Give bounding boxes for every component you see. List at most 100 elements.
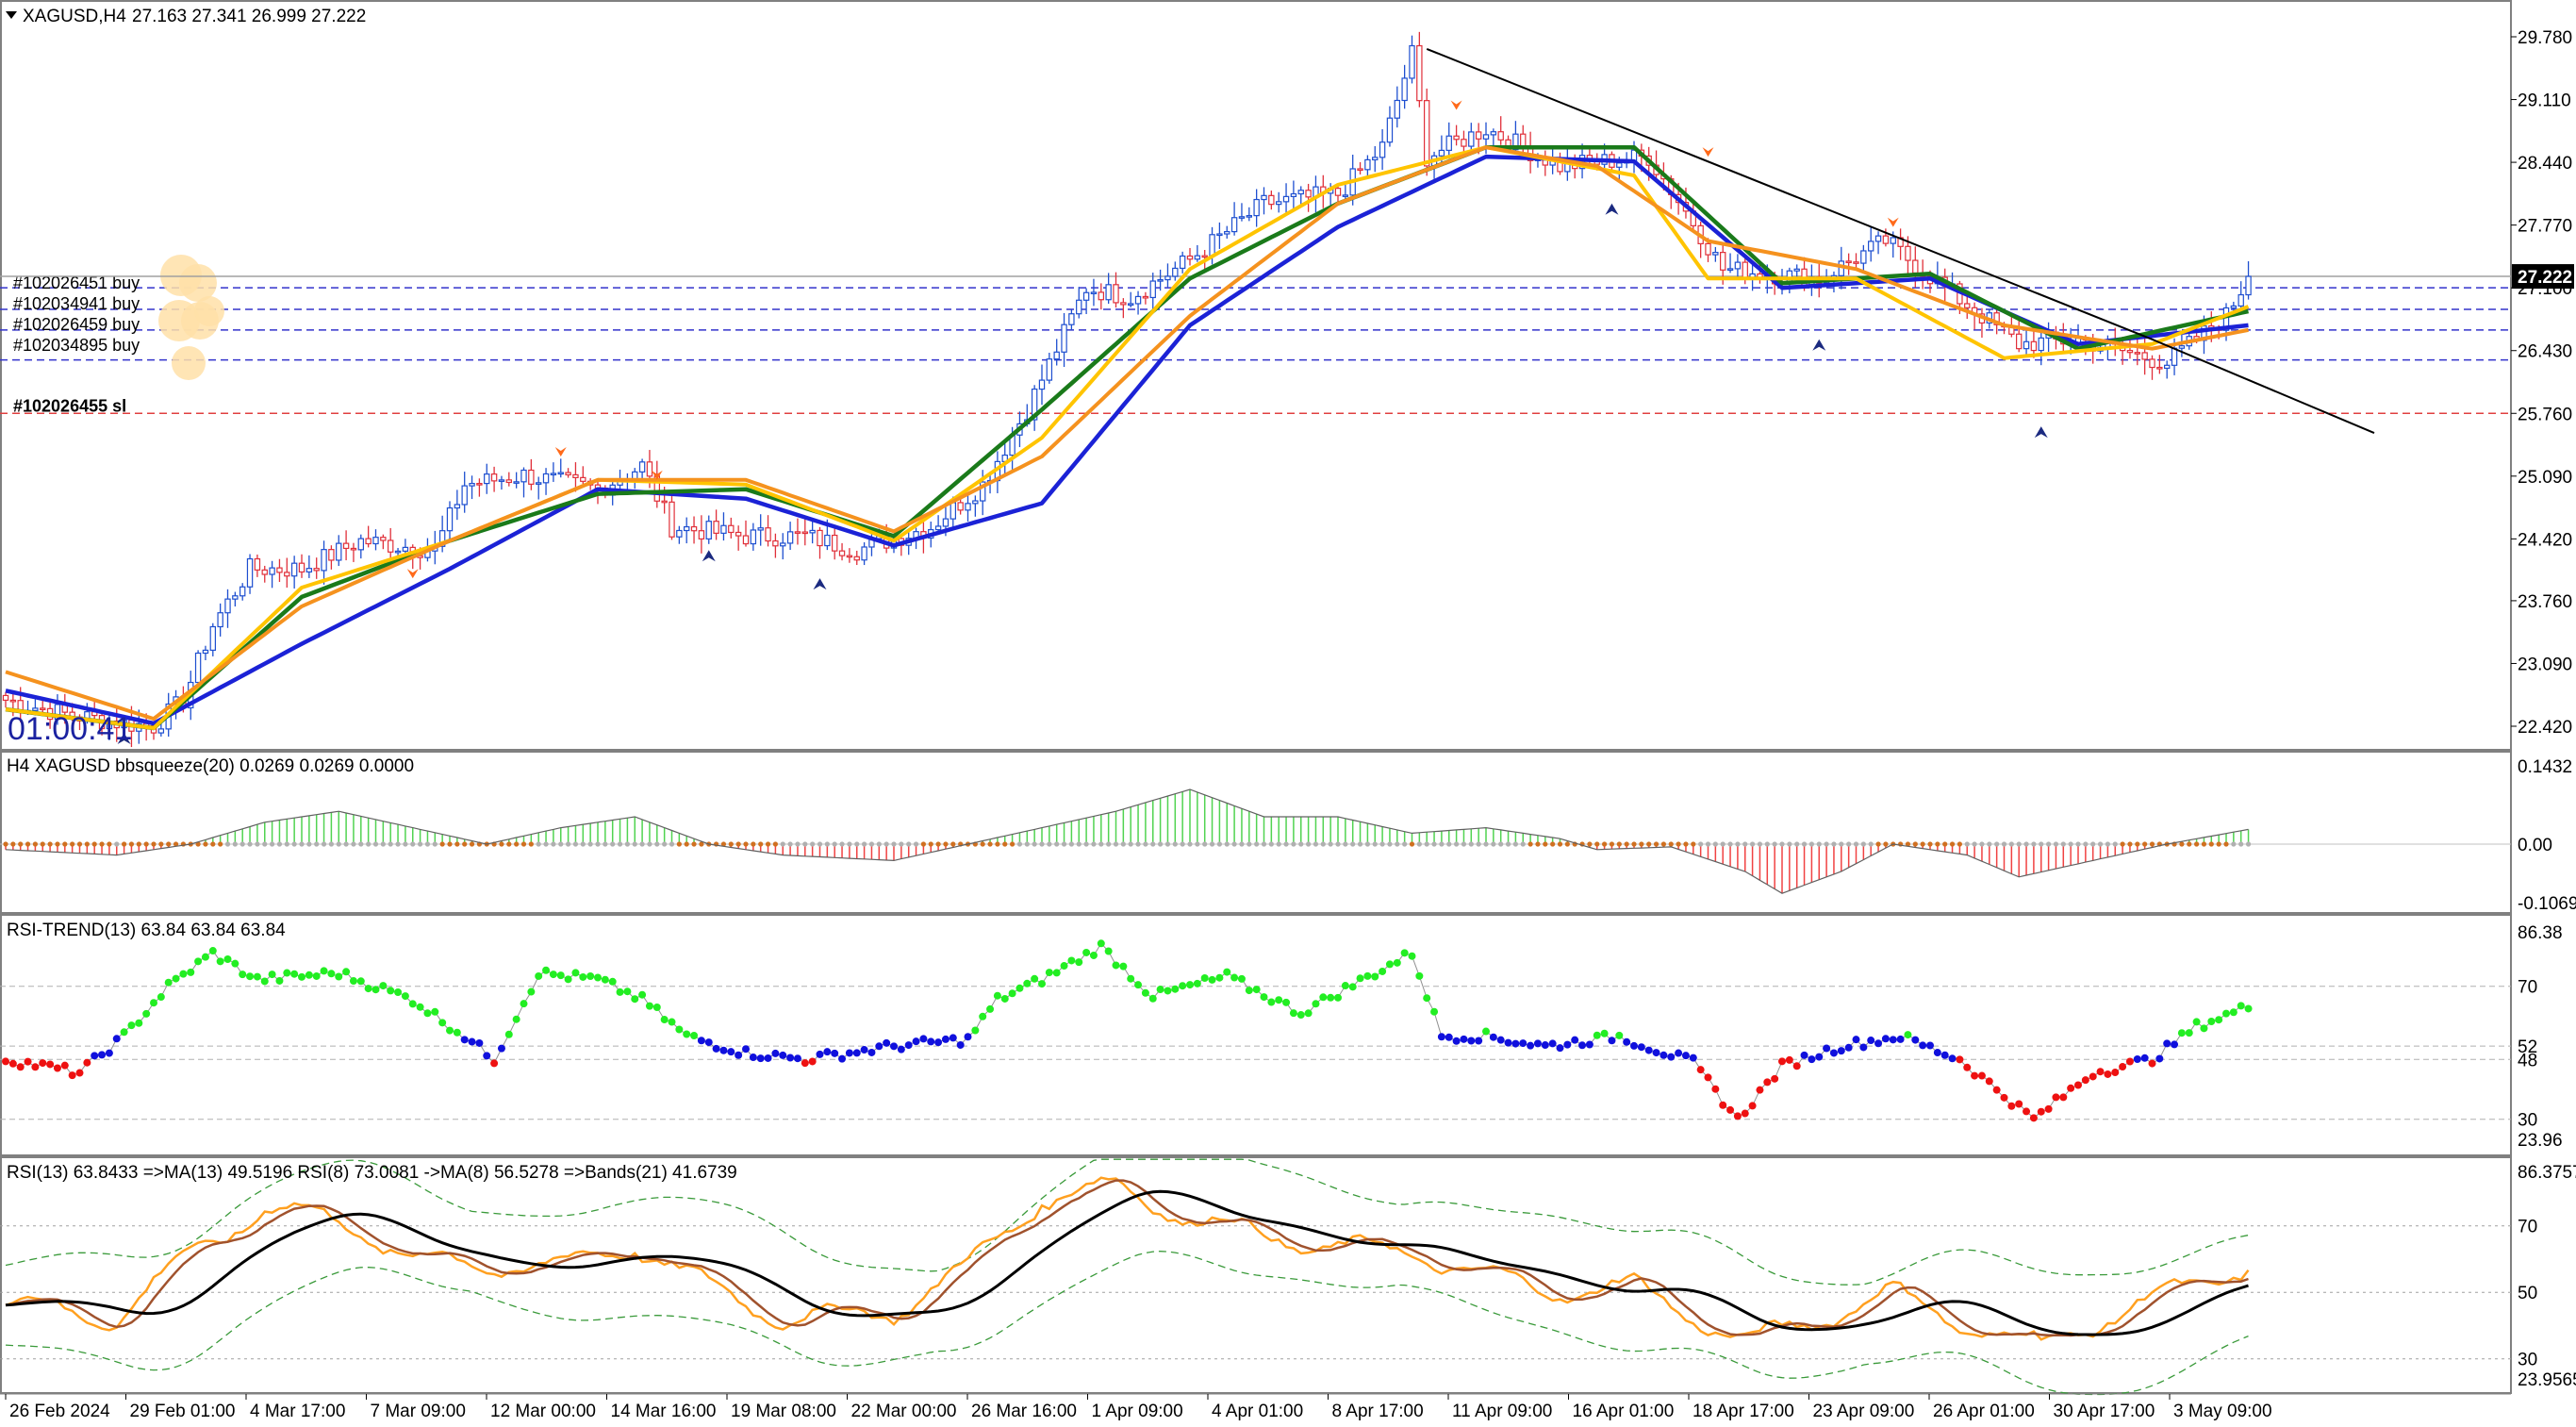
order-label[interactable]: #102026459 buy <box>13 315 140 334</box>
candle-body[interactable] <box>2141 352 2148 360</box>
candle-body[interactable] <box>1053 351 1060 360</box>
candle-body[interactable] <box>698 530 705 539</box>
candle-body[interactable] <box>380 537 387 541</box>
candle-body[interactable] <box>484 473 490 485</box>
candle-body[interactable] <box>2222 307 2230 331</box>
candle-body[interactable] <box>394 550 402 554</box>
candle-body[interactable] <box>2149 358 2155 369</box>
order-label[interactable]: #102026451 buy <box>13 274 140 292</box>
candle-body[interactable] <box>801 531 809 535</box>
candle-body[interactable] <box>1409 44 1415 79</box>
candle-body[interactable] <box>336 542 342 561</box>
candle-body[interactable] <box>676 529 683 538</box>
candle-body[interactable] <box>1157 278 1164 282</box>
candle-body[interactable] <box>246 557 254 588</box>
candle-body[interactable] <box>1712 252 1719 256</box>
candle-body[interactable] <box>565 472 571 476</box>
candle-body[interactable] <box>438 530 446 547</box>
candle-body[interactable] <box>1275 201 1282 206</box>
candle-body[interactable] <box>1179 255 1186 270</box>
candle-body[interactable] <box>853 556 860 561</box>
candle-body[interactable] <box>1113 284 1119 304</box>
candle-body[interactable] <box>313 568 320 572</box>
order-label[interactable]: #102034941 buy <box>13 294 140 313</box>
candle-body[interactable] <box>1423 100 1430 167</box>
candle-body[interactable] <box>757 527 764 531</box>
candle-body[interactable] <box>2156 366 2163 370</box>
candle-body[interactable] <box>217 612 223 628</box>
candle-body[interactable] <box>1127 303 1134 307</box>
candle-body[interactable] <box>513 481 520 484</box>
candle-body[interactable] <box>1224 231 1230 235</box>
candle-body[interactable] <box>1845 260 1852 264</box>
candle-body[interactable] <box>1230 217 1238 233</box>
candle-body[interactable] <box>365 538 372 545</box>
candle-body[interactable] <box>1142 295 1149 299</box>
candle-body[interactable] <box>1616 162 1623 168</box>
candle-body[interactable] <box>342 542 350 550</box>
order-label[interactable]: #102034895 buy <box>13 336 140 355</box>
candle-body[interactable] <box>2134 352 2140 355</box>
candle-body[interactable] <box>972 500 979 505</box>
candle-body[interactable] <box>1905 245 1911 261</box>
candle-body[interactable] <box>949 502 957 520</box>
candle-body[interactable] <box>965 503 971 511</box>
candle-body[interactable] <box>254 557 261 571</box>
candle-body[interactable] <box>1238 216 1246 219</box>
candle-body[interactable] <box>742 535 750 545</box>
candle-body[interactable] <box>1061 324 1067 353</box>
candle-body[interactable] <box>1282 195 1290 203</box>
candle-body[interactable] <box>1334 188 1342 196</box>
candle-body[interactable] <box>2171 347 2178 366</box>
candle-body[interactable] <box>646 461 653 477</box>
candle-body[interactable] <box>284 572 290 577</box>
candle-body[interactable] <box>957 502 964 511</box>
candle-body[interactable] <box>298 562 305 572</box>
candle-body[interactable] <box>572 473 579 478</box>
candle-body[interactable] <box>1209 234 1215 257</box>
candle-body[interactable] <box>1964 303 1971 308</box>
candle-body[interactable] <box>1860 250 1867 264</box>
candle-body[interactable] <box>786 531 794 544</box>
candle-body[interactable] <box>269 567 275 575</box>
candle-body[interactable] <box>2016 333 2023 350</box>
candle-body[interactable] <box>1297 190 1304 195</box>
candle-body[interactable] <box>461 485 468 506</box>
candle-body[interactable] <box>402 546 409 552</box>
candle-body[interactable] <box>1290 192 1297 197</box>
candle-body[interactable] <box>1120 302 1127 306</box>
candle-body[interactable] <box>1031 388 1038 421</box>
candle-body[interactable] <box>2237 293 2244 307</box>
candle-body[interactable] <box>1520 133 1527 148</box>
candle-body[interactable] <box>1705 242 1711 256</box>
candle-body[interactable] <box>2038 337 2044 352</box>
candle-body[interactable] <box>713 521 719 534</box>
candle-body[interactable] <box>328 549 335 561</box>
candle-body[interactable] <box>232 595 239 600</box>
candle-body[interactable] <box>683 525 690 532</box>
candle-body[interactable] <box>2 694 9 701</box>
candle-body[interactable] <box>261 569 268 575</box>
candle-body[interactable] <box>1164 275 1171 281</box>
candle-body[interactable] <box>305 568 313 572</box>
candle-body[interactable] <box>9 699 17 703</box>
candle-body[interactable] <box>1993 312 2000 325</box>
candle-body[interactable] <box>1076 299 1082 315</box>
candle-body[interactable] <box>505 479 513 484</box>
candle-body[interactable] <box>861 546 867 561</box>
triangle-down-icon[interactable] <box>6 11 17 19</box>
candle-body[interactable] <box>1468 131 1475 147</box>
candles[interactable] <box>2 31 2252 748</box>
candle-body[interactable] <box>498 479 505 482</box>
candle-body[interactable] <box>772 539 779 547</box>
candle-body[interactable] <box>1134 295 1142 305</box>
candle-body[interactable] <box>446 506 454 532</box>
candle-body[interactable] <box>934 525 942 531</box>
candle-body[interactable] <box>838 550 846 556</box>
candle-body[interactable] <box>794 531 801 534</box>
candle-body[interactable] <box>1726 268 1734 272</box>
candle-body[interactable] <box>1874 235 1882 242</box>
candle-body[interactable] <box>1149 280 1156 299</box>
candle-body[interactable] <box>1172 267 1179 277</box>
candle-body[interactable] <box>2245 275 2252 296</box>
